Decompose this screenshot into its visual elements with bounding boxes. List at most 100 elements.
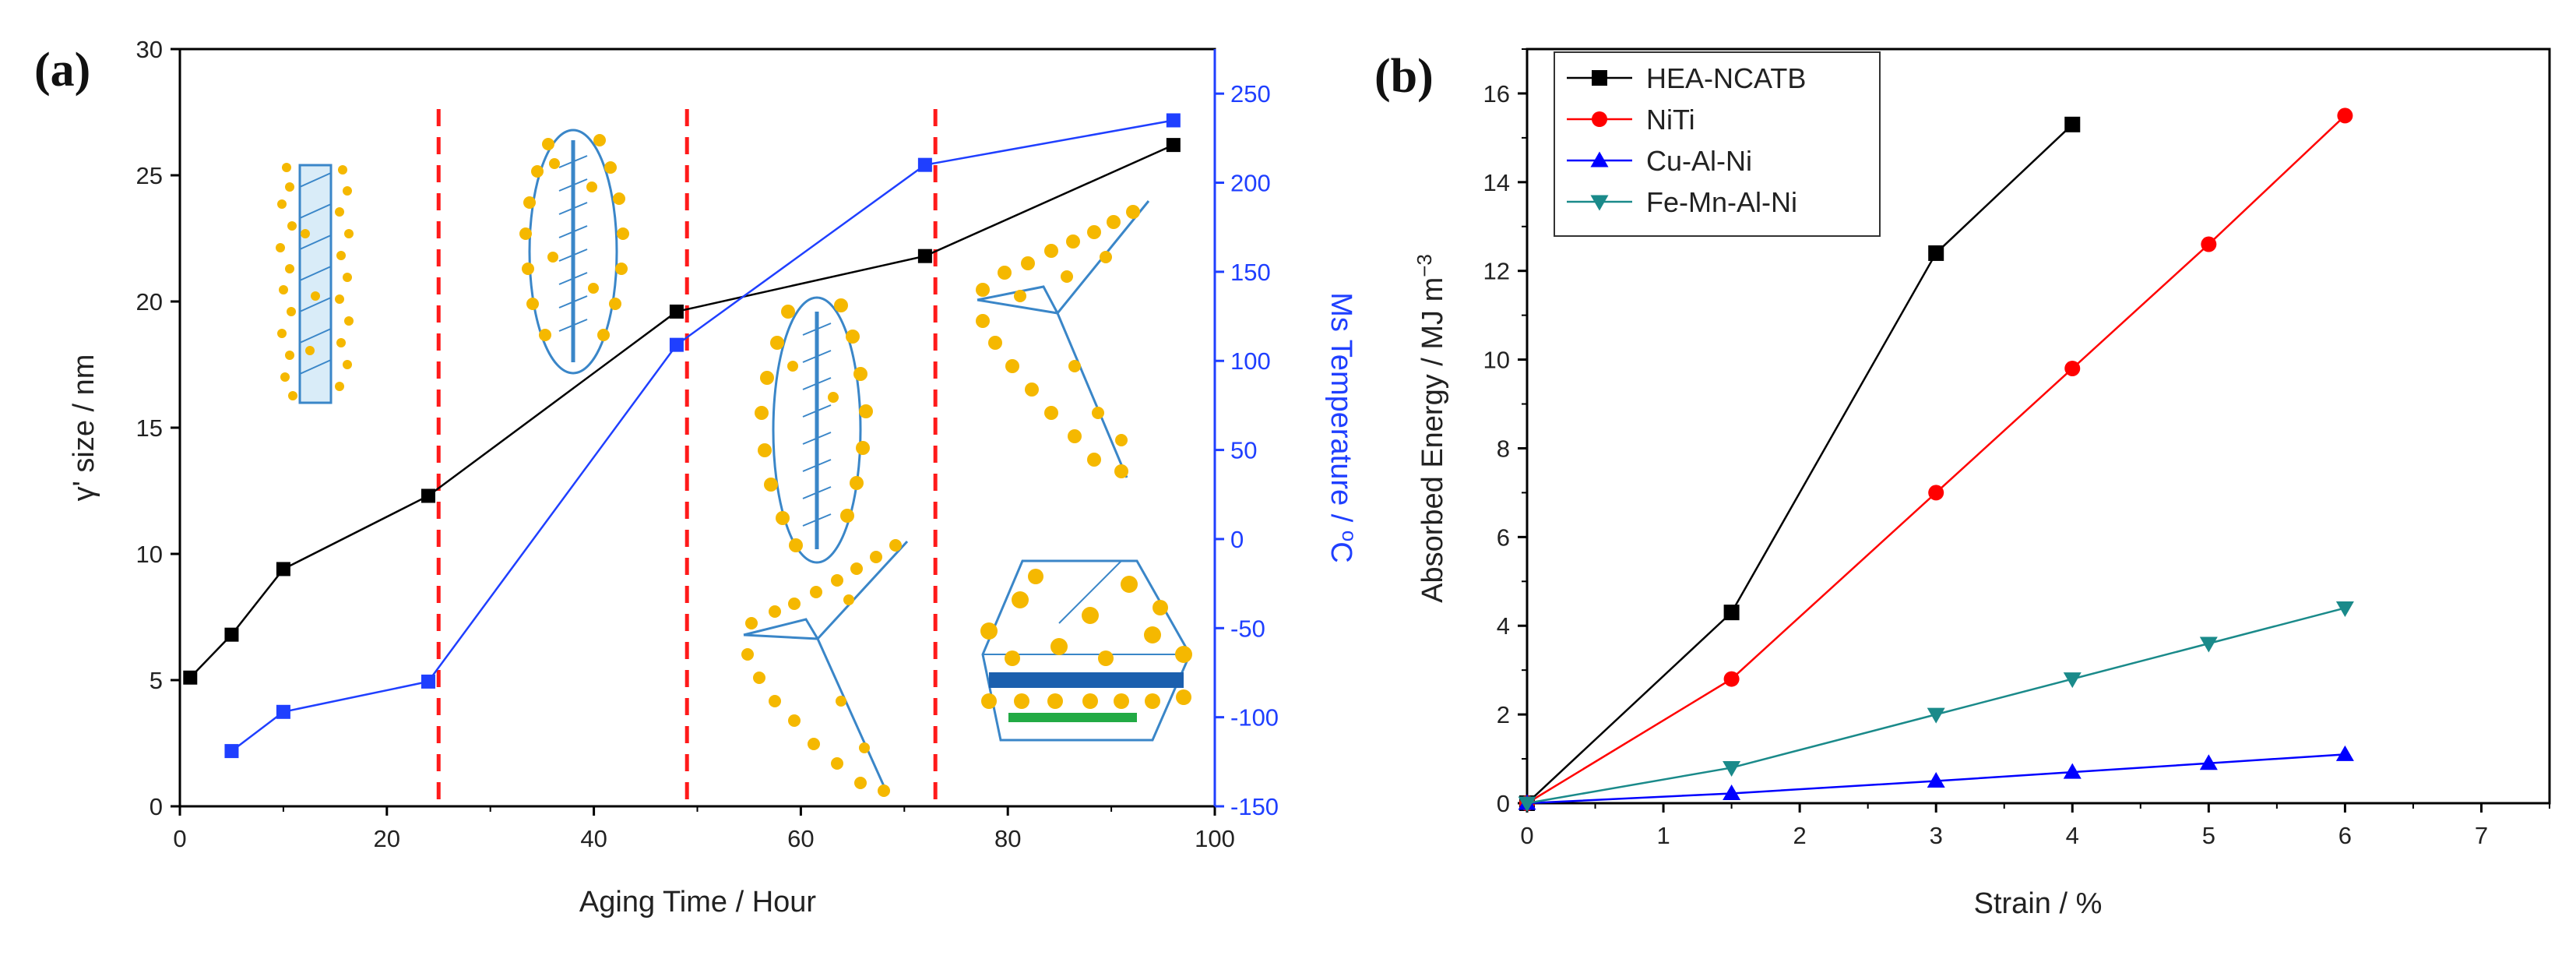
data-point — [1723, 760, 1741, 777]
data-point — [669, 304, 684, 319]
legend-frame — [1554, 51, 1881, 237]
y2-tick-label: 200 — [1230, 170, 1271, 197]
y-tick-label: 10 — [1483, 347, 1510, 374]
y-tick-label: 4 — [1497, 612, 1510, 640]
data-point — [2199, 636, 2218, 653]
y-tick-label: 12 — [1483, 258, 1510, 285]
y-tick-label: 20 — [136, 288, 163, 316]
plot-frame-a — [178, 48, 1216, 808]
x-axis-a: 0 20 40 60 80 100 — [173, 806, 1235, 852]
panel-b-label: (b) — [1374, 50, 1434, 103]
data-point — [1723, 784, 1741, 800]
series-line-b2 — [1526, 753, 2345, 805]
data-point — [1927, 707, 1945, 724]
data-point — [2064, 116, 2081, 132]
data-point — [917, 157, 932, 172]
data-point — [224, 744, 239, 759]
ellipse-schematic-2 — [755, 296, 873, 564]
series-a — [183, 113, 1181, 759]
y2-tick-label: 150 — [1230, 259, 1271, 286]
y2-tick-label: 0 — [1230, 526, 1244, 553]
y-axis-b: 0 2 4 6 8 10 12 14 16 — [1483, 48, 1527, 817]
y2-tick-label: 100 — [1230, 347, 1271, 375]
data-point — [2335, 745, 2354, 761]
x-tick-label: 6 — [2338, 822, 2352, 849]
legend-b: HEA-NCATB NiTi Cu-Al-Ni Fe-Mn-Al-Ni — [1554, 51, 1881, 237]
x-tick-label: 60 — [787, 825, 814, 852]
x-tick-label: 0 — [1520, 822, 1533, 849]
legend-label: Cu-Al-Ni — [1646, 145, 1752, 177]
y2-label-unit: C — [1325, 541, 1357, 562]
y-label-b-main: Absorbed Energy / MJ m — [1416, 277, 1449, 603]
x-tick-label: 100 — [1195, 825, 1235, 852]
data-point — [2337, 108, 2353, 124]
data-point — [1927, 772, 1945, 788]
legend-marker — [1592, 111, 1607, 127]
y-tick-label: 0 — [1497, 790, 1510, 817]
y-tick-label: 25 — [136, 162, 163, 189]
x-tick-label: 0 — [173, 825, 186, 852]
y2-tick-label: 250 — [1230, 80, 1271, 108]
legend-label: NiTi — [1646, 104, 1695, 136]
plot-frame-b — [1526, 48, 2551, 805]
data-point — [1723, 671, 1740, 687]
series-line-b0 — [1526, 123, 2074, 804]
x-tick-label: 2 — [1793, 822, 1807, 849]
x-axis-label-b: Strain / % — [1974, 887, 2103, 920]
legend-label: Fe-Mn-Al-Ni — [1646, 186, 1797, 218]
y-axis-label-a: γ' size / nm — [68, 354, 100, 502]
series-line-b1 — [1526, 115, 2346, 805]
data-point — [2063, 672, 2082, 689]
x-tick-label: 5 — [2202, 822, 2215, 849]
chevron-schematic-lower — [741, 539, 909, 797]
y2-label-main: Ms Temperature / — [1325, 292, 1357, 531]
series-b — [1518, 108, 2354, 813]
y-tick-label: 15 — [136, 414, 163, 442]
legend-marker — [1590, 195, 1609, 211]
data-point — [1166, 138, 1181, 153]
legend-marker — [1590, 151, 1609, 167]
lath-schematic — [276, 163, 354, 404]
y-tick-label: 14 — [1483, 169, 1510, 196]
data-point — [2064, 360, 2081, 376]
series-line-a1 — [231, 119, 1174, 753]
y-tick-label: 16 — [1483, 80, 1510, 108]
panel-a: (a) — [34, 36, 1361, 918]
y-tick-label: 0 — [150, 793, 163, 820]
hexagon-schematic — [980, 559, 1192, 742]
data-point — [276, 562, 290, 576]
dashed-lines — [436, 109, 938, 806]
data-point — [2201, 236, 2217, 252]
x-tick-label: 4 — [2066, 822, 2079, 849]
data-point — [1928, 245, 1944, 261]
x-tick-label: 7 — [2475, 822, 2488, 849]
y2-tick-label: -150 — [1230, 793, 1279, 820]
data-point — [2063, 763, 2082, 779]
data-point — [421, 674, 435, 689]
data-point — [2335, 601, 2354, 617]
chevron-schematic-upper — [976, 200, 1150, 478]
y2-axis-a: -150 -100 -50 0 50 100 150 200 250 — [1215, 80, 1279, 820]
data-point — [276, 704, 290, 719]
data-point — [1518, 796, 1536, 813]
data-point — [1166, 113, 1181, 128]
y-axis-label-b: Absorbed Energy / MJ m−3 — [1413, 254, 1449, 603]
x-tick-label: 80 — [994, 825, 1021, 852]
series-line-b3 — [1526, 607, 2345, 805]
panel-a-label: (a) — [34, 44, 90, 97]
legend-marker — [1592, 70, 1607, 86]
y-tick-label: 30 — [136, 36, 163, 63]
y-axis-a: 0 5 10 15 20 25 30 — [136, 36, 180, 820]
y2-tick-label: -100 — [1230, 704, 1279, 732]
x-axis-label-a: Aging Time / Hour — [579, 886, 816, 918]
data-point — [1928, 485, 1944, 501]
y2-tick-label: 50 — [1230, 437, 1257, 464]
x-tick-label: 3 — [1930, 822, 1943, 849]
ellipse-schematic-1 — [519, 129, 629, 375]
x-axis-b: 0 1 2 3 4 5 6 7 — [1520, 803, 2550, 849]
x-tick-label: 20 — [374, 825, 400, 852]
legend-label: HEA-NCATB — [1646, 62, 1806, 94]
x-tick-label: 40 — [580, 825, 607, 852]
y-tick-label: 5 — [150, 667, 163, 694]
